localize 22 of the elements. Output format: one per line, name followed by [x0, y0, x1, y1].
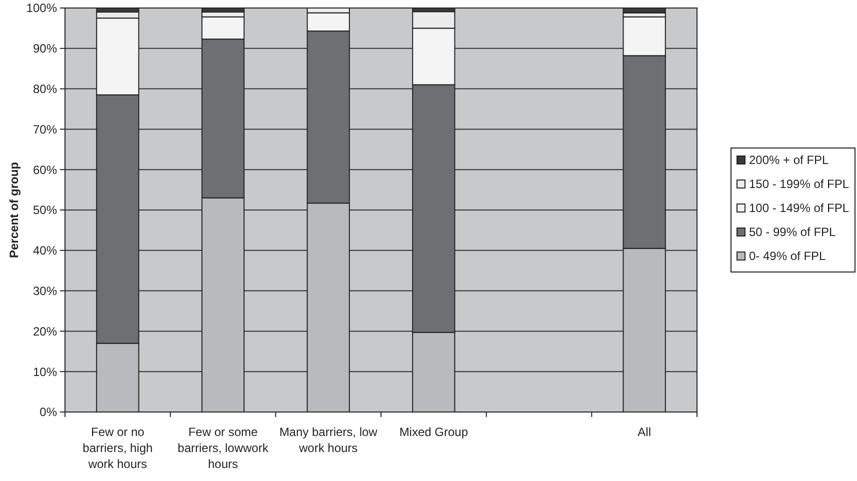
legend-label: 50 - 99% of FPL [749, 225, 836, 240]
y-tick-label: 20% [32, 324, 58, 338]
x-tick-label: Few or some barriers, lowwork hours [178, 425, 270, 471]
y-tick-label: 40% [32, 244, 58, 258]
legend-label: 150 - 199% of FPL [749, 177, 850, 192]
legend-label: 0- 49% of FPL [749, 249, 826, 264]
x-tick-label: Many barriers, low work hours [279, 425, 378, 455]
legend-label: 200% + of FPL [749, 153, 830, 168]
y-tick-label: 10% [32, 364, 58, 379]
y-axis-title: Percent of group [7, 162, 21, 258]
x-tick-label: All [638, 425, 652, 439]
x-tick-label: Mixed Group [399, 425, 468, 439]
y-tick-label: 30% [32, 284, 58, 298]
y-tick-label: 90% [32, 42, 58, 56]
y-tick-label: 0% [40, 405, 58, 420]
x-tick-label: Few or no barriers, high work hours [82, 425, 153, 471]
legend-label: 100 - 149% of FPL [749, 201, 850, 216]
y-tick-label: 80% [32, 82, 58, 96]
y-tick-label: 100% [26, 1, 58, 16]
y-tick-label: 60% [32, 162, 58, 177]
y-tick-label: 70% [32, 122, 58, 136]
y-tick-label: 50% [32, 203, 58, 218]
